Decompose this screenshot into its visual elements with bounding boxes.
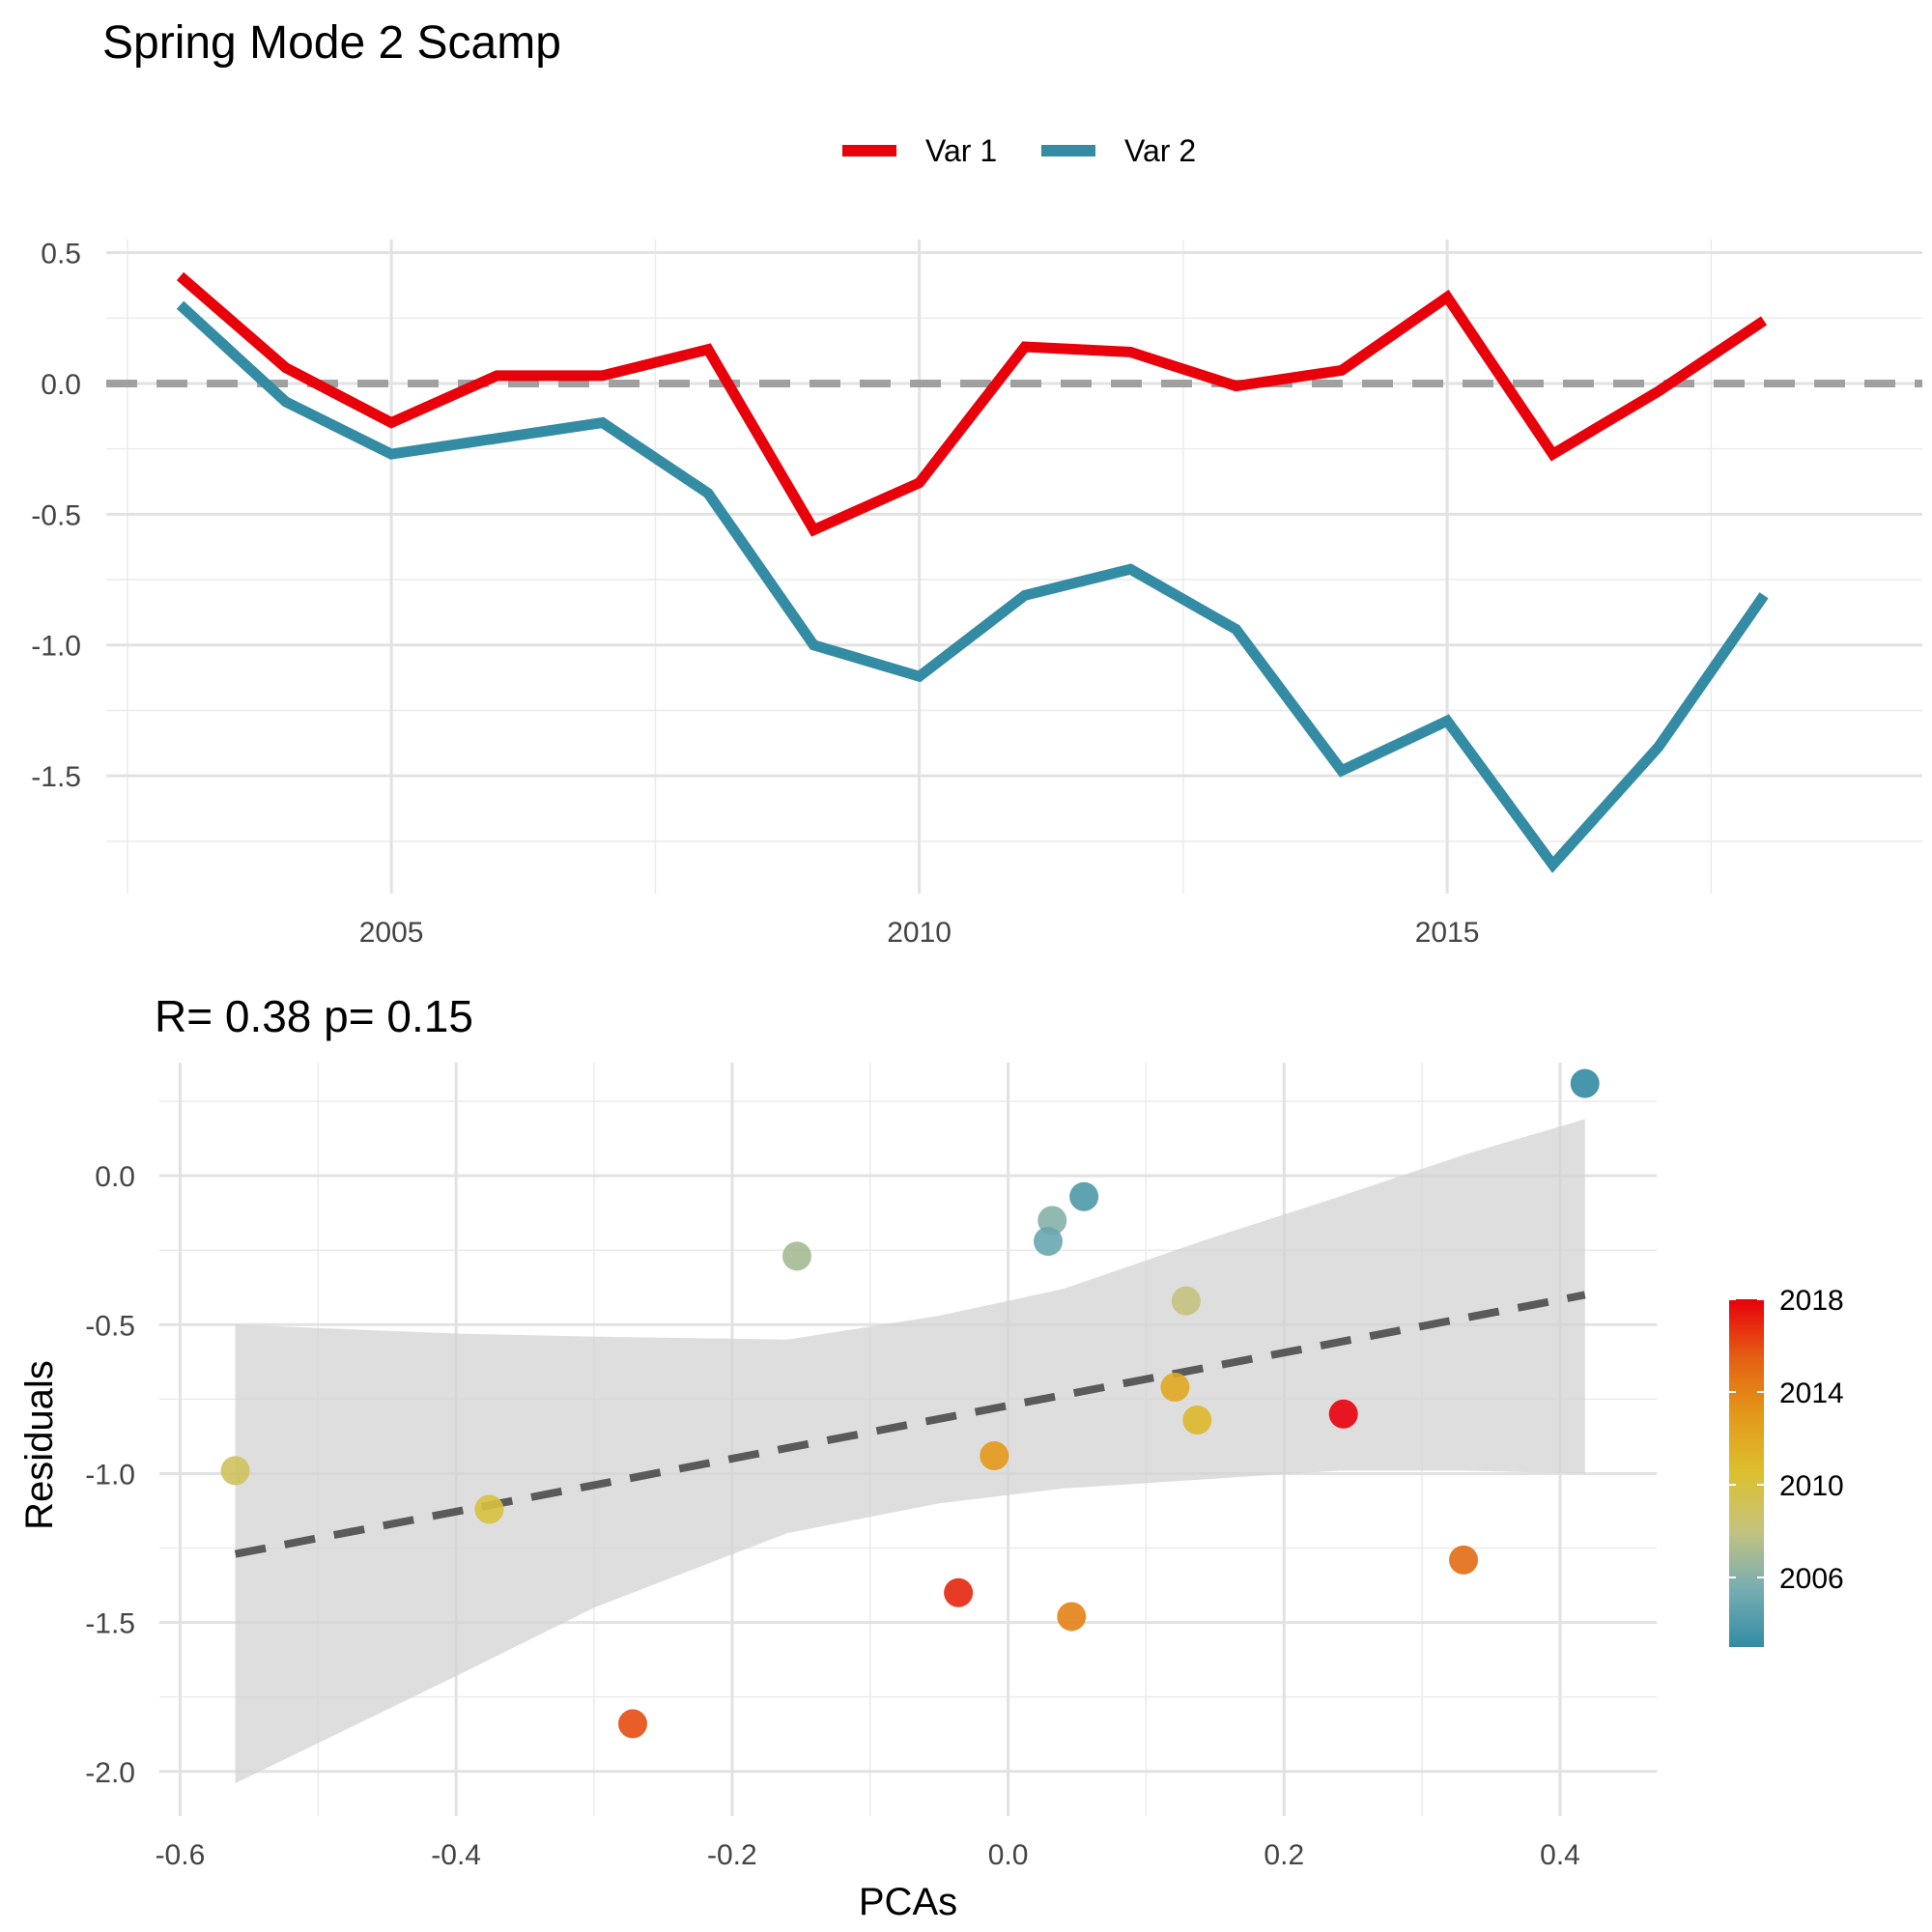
y-tick-label: 0.0: [41, 369, 81, 401]
y-tick-label: -0.5: [85, 1310, 135, 1342]
scatter-point: [1171, 1286, 1201, 1316]
scatter-chart: 0.0 -0.5 -1.0 -1.5 -2.0 -0.6 -0.4 -0.2 0.0 0.2 0.4: [85, 1063, 1657, 1871]
series-line-var1: [176, 271, 1768, 537]
regression-fit-line: [234, 1291, 1586, 1558]
color-scale-tick-label: 2006: [1779, 1563, 1844, 1595]
scatter-point: [1328, 1399, 1358, 1429]
x-tick-label: 2015: [1415, 917, 1480, 949]
x-tick-label: -0.2: [707, 1839, 757, 1871]
y-tick-label: -0.5: [31, 499, 81, 531]
scatter-point: [220, 1456, 250, 1486]
y-tick-label: -2.0: [85, 1757, 135, 1789]
y-tick-label: -1.5: [85, 1608, 135, 1640]
x-tick-label: -0.4: [431, 1839, 481, 1871]
y-tick-label: -1.0: [85, 1459, 135, 1491]
color-scale-tick-label: 2010: [1779, 1470, 1844, 1502]
x-tick-label: -0.6: [156, 1839, 206, 1871]
scatter-y-axis-label: Residuals: [18, 1360, 61, 1530]
x-tick-label: 2005: [359, 917, 424, 949]
scatter-point: [1034, 1226, 1063, 1256]
color-scale-bar: [1729, 1299, 1764, 1647]
scatter-point: [1570, 1068, 1600, 1098]
line-chart: 0.5 0.0 -0.5 -1.0 -1.5 2005 2010 2015: [31, 239, 1922, 949]
scatter-point: [782, 1241, 811, 1271]
legend-label-var2: Var 2: [1124, 133, 1196, 168]
scatter-point: [1069, 1181, 1099, 1211]
x-tick-label: 2010: [887, 917, 952, 949]
confidence-band: [235, 1119, 1585, 1784]
color-scale-legend: 2006 2010 2014 2018: [1729, 1285, 1844, 1647]
color-scale-ticks: 2006 2010 2014 2018: [1729, 1285, 1844, 1595]
y-tick-label: -1.0: [31, 631, 81, 663]
scatter-point: [944, 1577, 974, 1607]
x-tick-label: 0.2: [1264, 1839, 1304, 1871]
color-scale-tick-label: 2014: [1779, 1378, 1844, 1409]
scatter-title: R= 0.38 p= 0.15: [155, 991, 473, 1041]
scatter-point: [618, 1709, 647, 1739]
y-tick-label: 0.5: [41, 239, 81, 270]
x-tick-label: 0.4: [1540, 1839, 1580, 1871]
x-tick-label: 0.0: [988, 1839, 1029, 1871]
figure-title: Spring Mode 2 Scamp: [102, 17, 561, 69]
line-chart-legend: Var 1 Var 2: [842, 133, 1196, 168]
scatter-point: [1160, 1373, 1190, 1403]
color-scale-tick-label: 2018: [1779, 1285, 1844, 1317]
scatter-point: [1449, 1545, 1478, 1575]
scatter-x-axis-label: PCAs: [859, 1881, 957, 1923]
legend-label-var1: Var 1: [925, 133, 997, 168]
series-line-var2: [176, 300, 1769, 873]
y-tick-label: 0.0: [95, 1161, 135, 1193]
scatter-point: [1057, 1602, 1087, 1632]
scatter-point: [1182, 1405, 1212, 1435]
y-tick-label: -1.5: [31, 761, 81, 793]
scatter-point: [474, 1494, 504, 1524]
scatter-point: [980, 1440, 1009, 1470]
